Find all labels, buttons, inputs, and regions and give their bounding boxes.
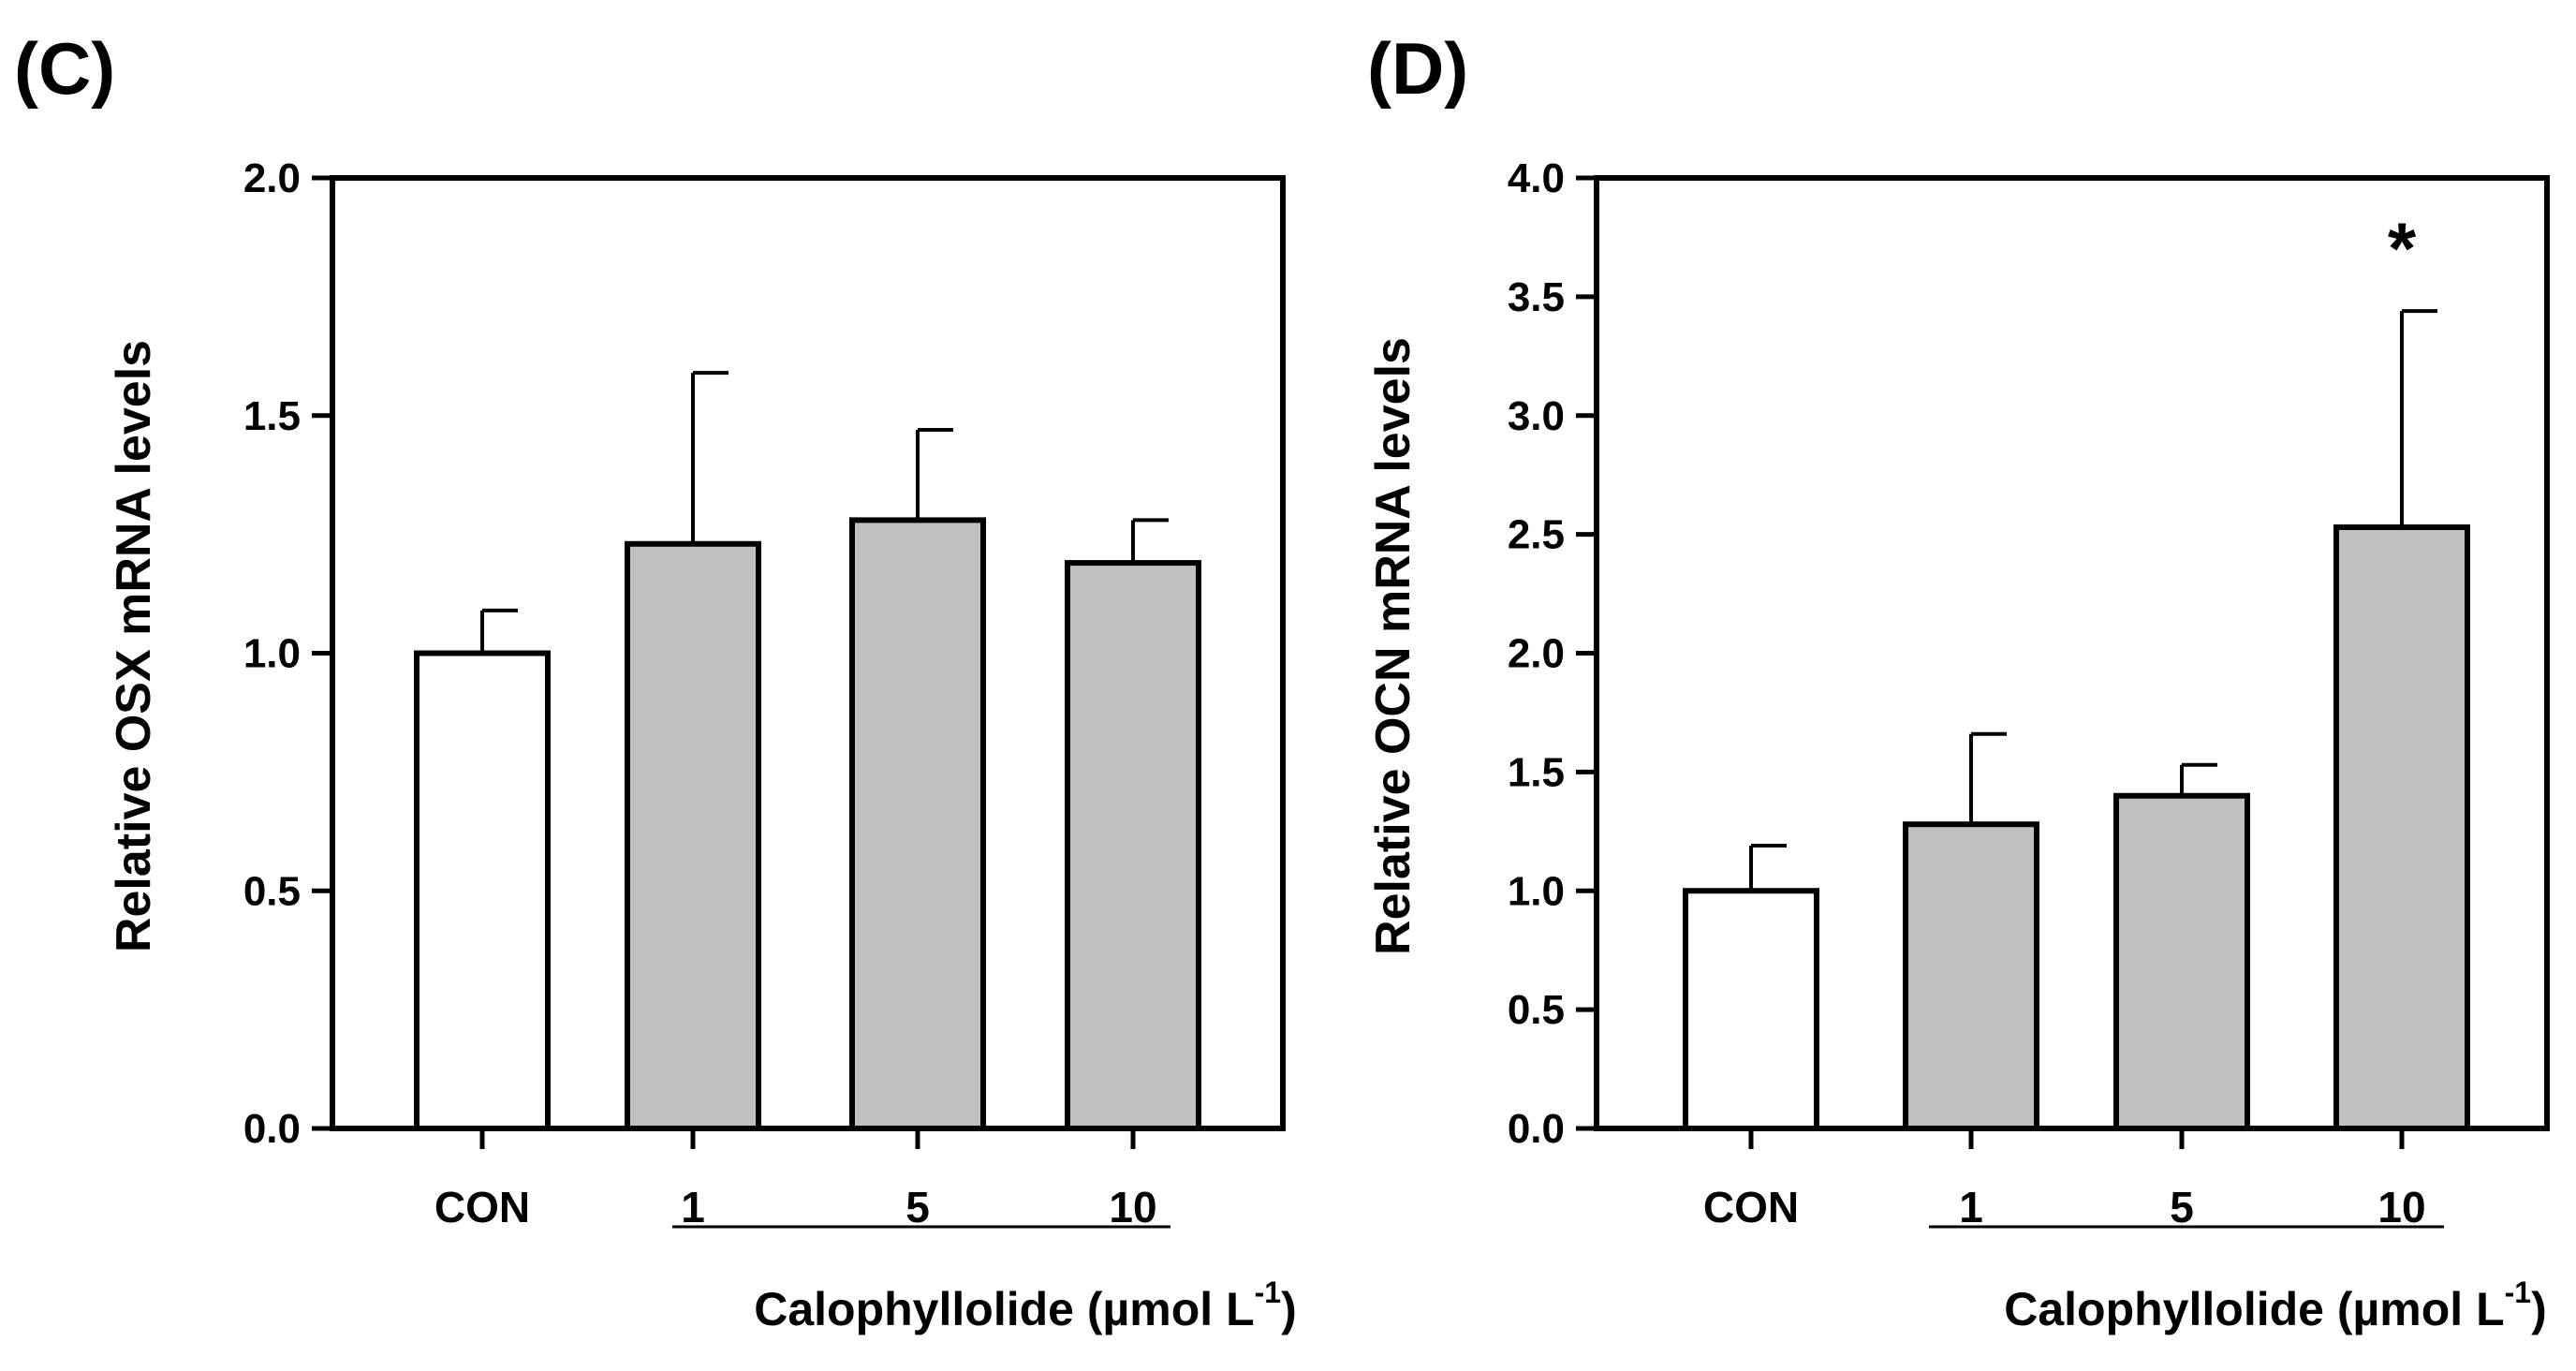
x-axis-label-superscript: -1 xyxy=(2505,1275,2531,1309)
x-axis-categories: CON 1 5 10 xyxy=(434,1128,1157,1231)
y-axis-ticks: 0.0 0.5 1.0 1.5 2.0 2.5 3.0 3.5 4.0 xyxy=(1508,155,1597,1152)
x-category-label: 5 xyxy=(2170,1183,2194,1231)
x-axis-label: Calophyllolide (µmol L-1) xyxy=(754,1275,1296,1335)
y-axis-ticks: 0.0 0.5 1.0 1.5 2.0 xyxy=(243,155,332,1152)
x-category-label: 1 xyxy=(1959,1183,1983,1231)
bar xyxy=(2333,524,2470,1131)
y-tick-label: 2.0 xyxy=(243,155,301,201)
bar xyxy=(1065,560,1201,1131)
x-category-label: CON xyxy=(1703,1183,1799,1231)
x-axis-categories: CON 1 5 10 xyxy=(1703,1128,2426,1231)
bar xyxy=(2113,792,2250,1131)
y-tick-label: 1.5 xyxy=(243,393,301,439)
y-tick-label: 1.0 xyxy=(1508,868,1565,914)
y-tick-label: 3.5 xyxy=(1508,274,1565,320)
x-category-label: 10 xyxy=(2377,1183,2425,1231)
bars: * xyxy=(1683,207,2470,1131)
y-tick-label: 0.0 xyxy=(243,1106,301,1152)
y-tick-label: 4.0 xyxy=(1508,155,1565,201)
y-tick-label: 0.5 xyxy=(243,868,301,914)
bar xyxy=(1683,888,1819,1131)
bar xyxy=(625,540,761,1131)
x-axis-label-close: ) xyxy=(2531,1283,2547,1335)
y-tick-label: 3.0 xyxy=(1508,393,1565,439)
y-axis-label: Relative OCN mRNA levels xyxy=(1366,337,1420,955)
y-tick-label: 0.0 xyxy=(1508,1106,1565,1152)
panel-d: (D) Relative OCN mRNA levels 0.0 0.5 1.0 1.… xyxy=(1366,27,2550,1335)
y-tick-label: 2.5 xyxy=(1508,512,1565,558)
x-category-label: 5 xyxy=(905,1183,930,1231)
panel-label: (C) xyxy=(14,27,115,110)
x-axis-label-main: Calophyllolide (µmol L xyxy=(2004,1283,2504,1335)
bar xyxy=(849,517,986,1131)
x-category-label: CON xyxy=(434,1183,530,1231)
x-axis-label: Calophyllolide (µmol L-1) xyxy=(2004,1275,2546,1335)
panel-c: (C) Relative OSX mRNA levels 0.0 0.5 1.0 1.… xyxy=(14,27,1297,1335)
x-axis-label-superscript: -1 xyxy=(1255,1275,1281,1309)
y-tick-label: 1.0 xyxy=(243,631,301,677)
significance-marker: * xyxy=(2388,207,2417,289)
x-axis-label-main: Calophyllolide (µmol L xyxy=(754,1283,1254,1335)
x-category-label: 1 xyxy=(681,1183,705,1231)
y-tick-label: 2.0 xyxy=(1508,631,1565,677)
bars xyxy=(414,371,1201,1131)
bar xyxy=(414,650,551,1131)
y-tick-label: 1.5 xyxy=(1508,749,1565,795)
y-tick-label: 0.5 xyxy=(1508,987,1565,1033)
x-axis-label-close: ) xyxy=(1281,1283,1297,1335)
x-category-label: 10 xyxy=(1109,1183,1156,1231)
panel-label: (D) xyxy=(1367,27,1468,110)
bar xyxy=(1903,821,2039,1131)
y-axis-label: Relative OSX mRNA levels xyxy=(107,340,161,952)
